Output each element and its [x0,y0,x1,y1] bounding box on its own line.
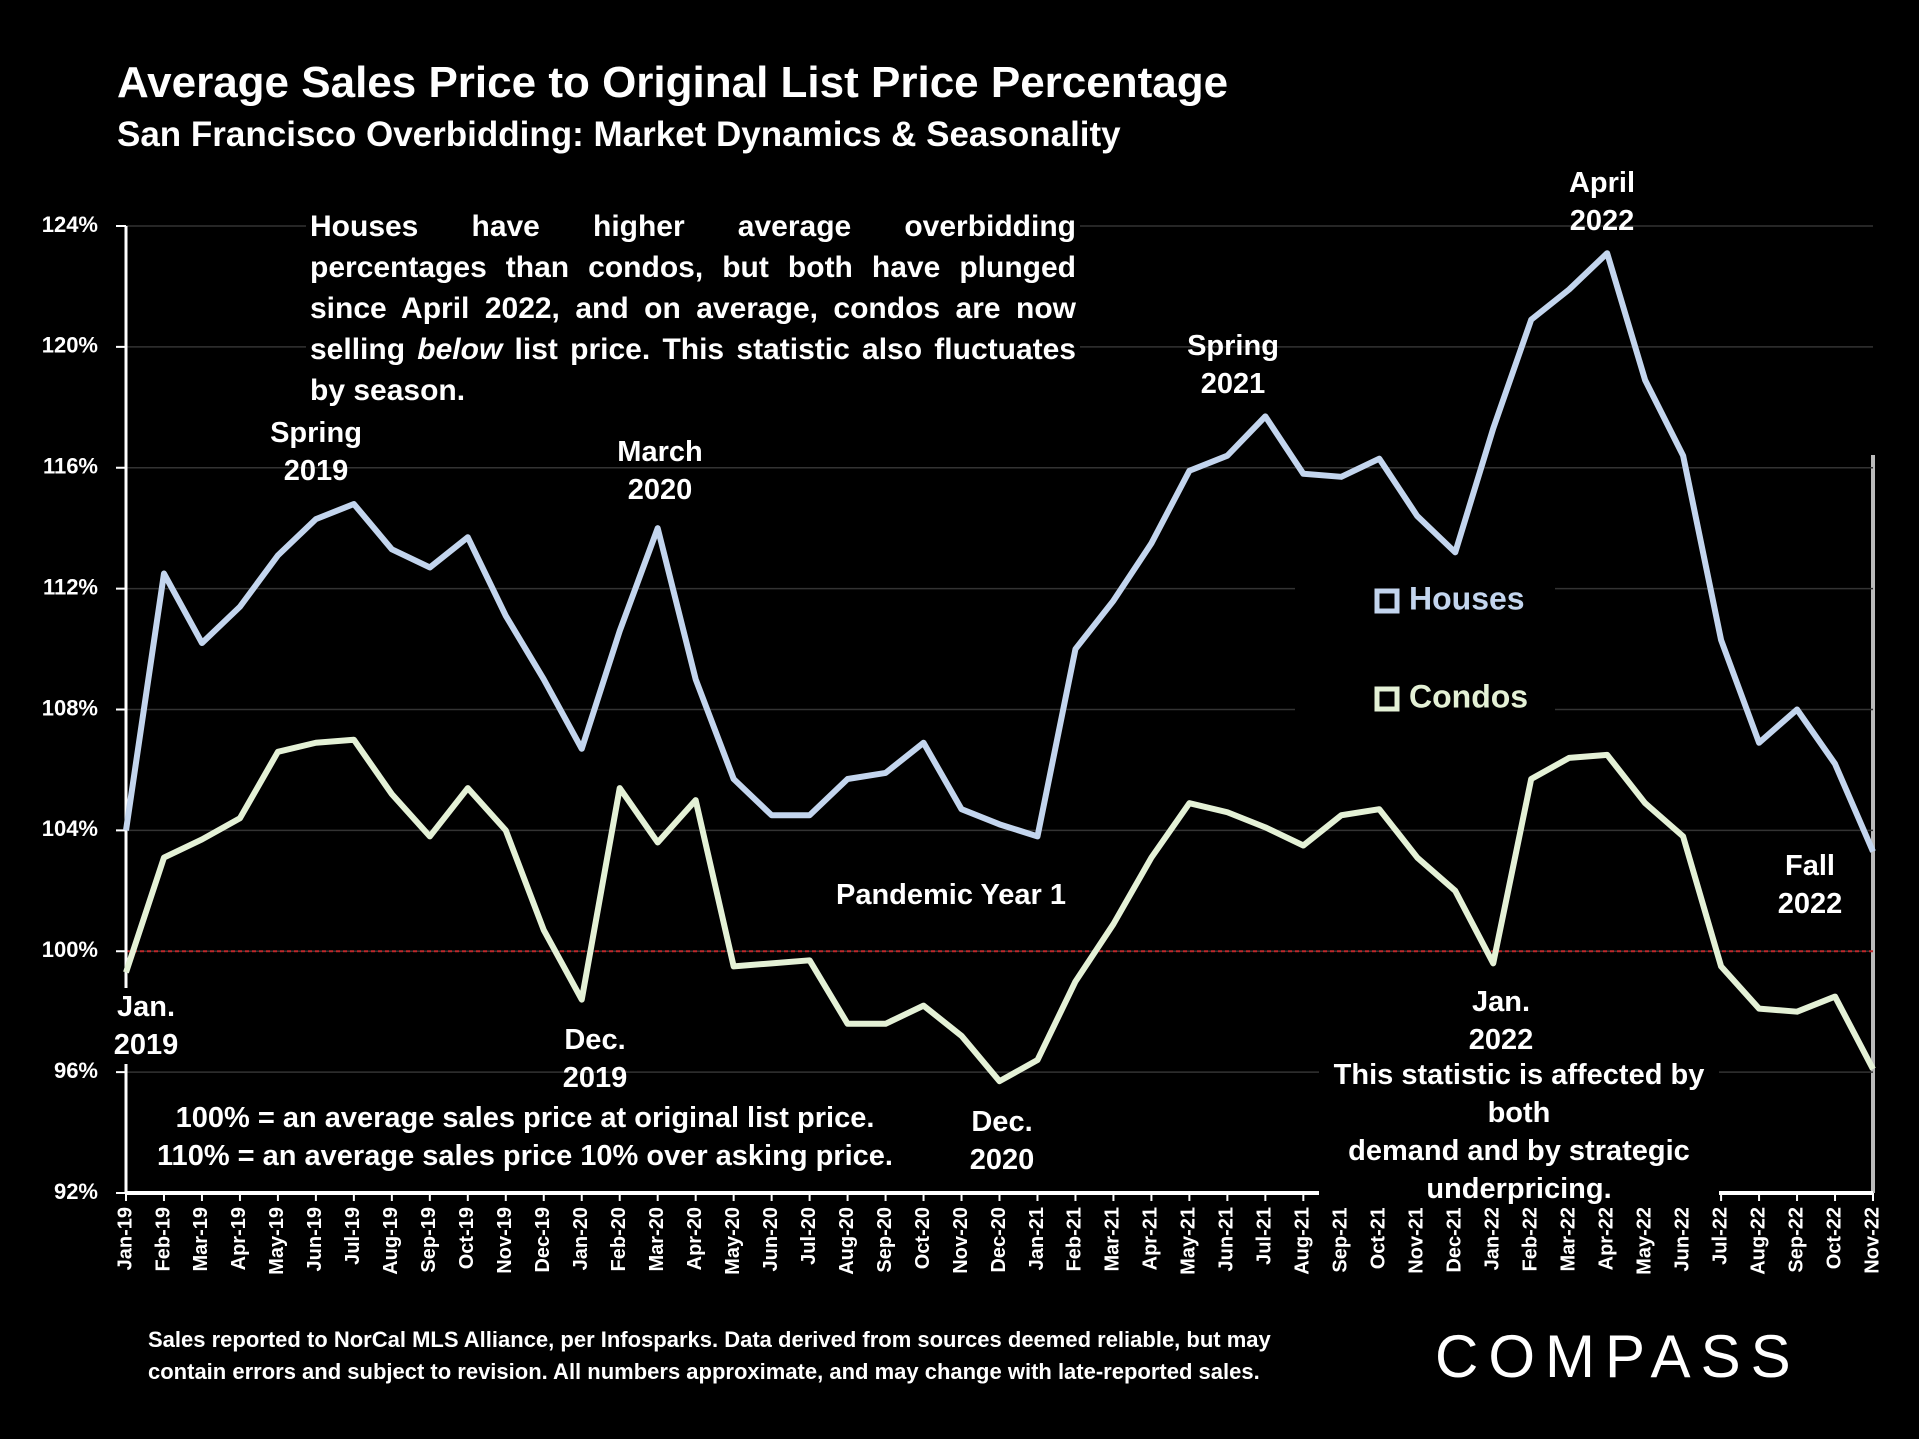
x-tick-label: Nov-19 [494,1207,516,1274]
x-tick-label: Jan-20 [570,1207,592,1270]
y-tick-label: 92% [54,1179,98,1204]
x-tick-label: Jun-22 [1671,1207,1693,1271]
annotation: Dec. 2020 [969,1106,1035,1176]
x-tick-label: Dec-19 [532,1207,554,1273]
x-tick-label: Mar-20 [646,1207,668,1271]
x-tick-label: Nov-22 [1861,1207,1883,1274]
y-tick-label: 112% [43,574,98,599]
x-tick-label: Apr-20 [684,1207,706,1270]
x-tick-label: Oct-19 [456,1207,478,1269]
x-tick-label: Sep-19 [418,1207,440,1273]
brand: COMPASS [1435,1323,1801,1390]
note: Houses have higher average overbidding p… [306,206,1080,411]
annotation: Fall 2022 [1777,850,1843,920]
x-tick-label: Aug-21 [1292,1207,1314,1275]
note-emphasis: below [417,333,503,366]
legend-swatch [1374,588,1400,614]
x-tick-label: Feb-20 [608,1207,630,1271]
x-tick-label: Oct-22 [1823,1207,1845,1269]
y-tick-label: 100% [42,937,98,962]
legend-label: Houses [1409,580,1525,616]
x-tick-label: Mar-21 [1102,1207,1124,1271]
y-tick-label: 120% [42,333,98,358]
x-tick-label: Aug-19 [380,1207,402,1275]
x-tick-label: May-22 [1633,1207,1655,1275]
legend-label: Condos [1409,678,1528,714]
x-tick-label: Feb-22 [1519,1207,1541,1271]
x-tick-label: Jul-21 [1254,1207,1276,1265]
x-tick-label: Mar-19 [190,1207,212,1271]
x-tick-label: Jan-22 [1481,1207,1503,1270]
x-tick-label: Feb-19 [152,1207,174,1271]
annotation: This statistic is affected by both deman… [1319,1056,1719,1208]
x-tick-label: Dec-20 [988,1207,1010,1273]
x-tick-label: May-21 [1178,1207,1200,1275]
x-tick-label: Apr-22 [1595,1207,1617,1270]
x-tick-label: Nov-20 [950,1207,972,1274]
x-tick-label: Jan-21 [1026,1207,1048,1270]
chart-title: Average Sales Price to Original List Pri… [117,58,1229,107]
annotation: April 2022 [1568,167,1636,237]
x-tick-label: Apr-21 [1140,1207,1162,1270]
annotation: Dec. 2019 [562,1024,628,1094]
legend-bg [1295,575,1555,725]
x-tick-label: Sep-20 [874,1207,896,1273]
note-text: list price. This statistic also fluctuat… [310,333,1076,407]
x-tick-label: Jun-20 [760,1207,782,1271]
x-tick-label: Jun-19 [304,1207,326,1271]
annotation: Jan. 2022 [1468,986,1534,1056]
series-line [123,250,1876,853]
x-tick-label: Feb-21 [1064,1207,1086,1271]
x-tick-label: Jun-21 [1216,1207,1238,1271]
x-tick-label: May-20 [722,1207,744,1275]
y-tick-label: 108% [42,695,98,720]
annotation: Spring 2019 [270,417,362,487]
x-tick-label: Nov-21 [1406,1207,1428,1274]
annotation: Jan. 2019 [107,988,185,1064]
chart-subtitle: San Francisco Overbidding: Market Dynami… [117,115,1121,154]
series-line [123,736,1876,1085]
x-tick-label: Mar-22 [1557,1207,1579,1271]
x-tick-label: Jul-20 [798,1207,820,1265]
source: Sales reported to NorCal MLS Alliance, p… [148,1327,1271,1384]
x-tick-label: Jul-19 [342,1207,364,1265]
x-tick-label: Aug-22 [1747,1207,1769,1275]
x-tick-label: Oct-21 [1368,1207,1390,1269]
y-tick-label: 124% [42,212,98,237]
x-tick-label: Jan-19 [114,1207,136,1270]
y-tick-label: 96% [54,1058,98,1083]
y-tick-label: 104% [42,816,98,841]
annotation: 100% = an average sales price at origina… [151,1099,899,1175]
legend-swatch [1374,686,1400,712]
y-tick-label: 116% [43,454,98,479]
annotation: Spring 2021 [1187,330,1279,400]
x-tick-label: Apr-19 [228,1207,250,1270]
x-tick-label: Oct-20 [912,1207,934,1269]
annotation: Pandemic Year 1 [829,876,1073,914]
x-tick-label: Aug-20 [836,1207,858,1275]
x-tick-label: May-19 [266,1207,288,1275]
x-tick-label: Dec-21 [1444,1207,1466,1273]
x-tick-label: Sep-22 [1785,1207,1807,1273]
x-tick-label: Sep-21 [1330,1207,1352,1273]
x-tick-label: Jul-22 [1709,1207,1731,1265]
note-text: Houses have higher average overbidding p… [310,210,1076,366]
annotation: March 2020 [617,436,703,506]
